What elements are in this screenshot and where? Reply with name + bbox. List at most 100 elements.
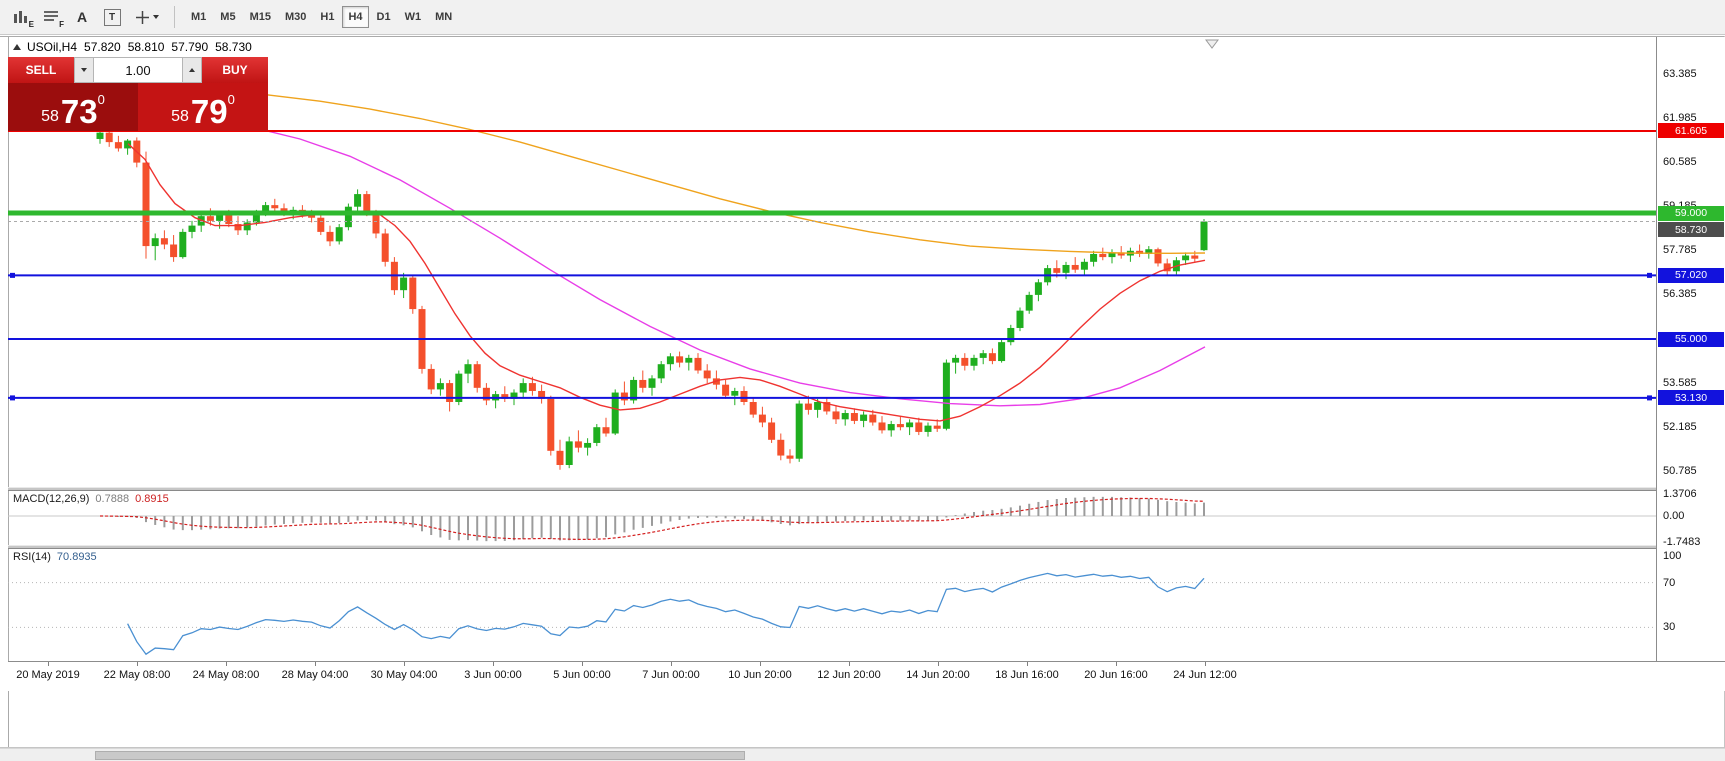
frame-bottom-border xyxy=(0,747,1725,748)
volume-decrease-button[interactable] xyxy=(74,57,94,83)
icon-letter-e: E xyxy=(28,20,34,29)
time-axis-label: 7 Jun 00:00 xyxy=(642,669,700,681)
text-tool-icon[interactable]: T xyxy=(100,5,124,29)
price-tag-53.130: 53.130 xyxy=(1658,390,1724,406)
rsi-name: RSI(14) xyxy=(13,551,51,563)
volume-increase-button[interactable] xyxy=(182,57,202,83)
rsi-panel[interactable] xyxy=(8,549,1724,661)
buy-price-small: 58 xyxy=(171,108,189,125)
macd-panel[interactable] xyxy=(8,491,1724,545)
chart-title: USOil,H4 57.820 58.810 57.790 58.730 xyxy=(13,40,252,54)
time-tick xyxy=(137,662,138,666)
price-axis-label: 57.785 xyxy=(1663,244,1697,257)
lines-f-icon[interactable]: F xyxy=(40,5,64,29)
time-tick xyxy=(760,662,761,666)
price-tag-55.000: 55.000 xyxy=(1658,331,1724,347)
buy-price-sup: 0 xyxy=(227,92,235,107)
ohlc-low: 57.790 xyxy=(171,40,209,54)
sell-price-big: 73 xyxy=(60,93,98,130)
timeframe-m5-button[interactable]: M5 xyxy=(220,11,236,23)
buy-price-display[interactable]: 58 79 0 xyxy=(138,83,268,131)
panel-separator-macd[interactable] xyxy=(8,487,1725,491)
chevron-down-icon xyxy=(153,15,159,19)
scrollbar-thumb[interactable] xyxy=(95,751,745,760)
crosshair-tool-icon[interactable] xyxy=(130,5,164,29)
timeframe-w1-button[interactable]: W1 xyxy=(404,11,422,23)
time-axis-label: 14 Jun 20:00 xyxy=(906,669,970,681)
timeframe-h1-button[interactable]: H1 xyxy=(320,11,335,23)
time-scale[interactable]: 20 May 2019 22 May 08:00 24 May 08:00 28 Ma… xyxy=(8,661,1725,691)
price-axis-label: 63.385 xyxy=(1663,67,1697,80)
sell-price-sup: 0 xyxy=(97,92,105,107)
time-tick xyxy=(849,662,850,666)
rsi-axis-label: 30 xyxy=(1663,621,1676,633)
time-axis-label: 20 May 2019 xyxy=(16,669,80,681)
time-tick xyxy=(1205,662,1206,666)
ohlc-high: 58.810 xyxy=(127,40,165,54)
time-tick xyxy=(226,662,227,666)
time-axis-label: 18 Jun 16:00 xyxy=(995,669,1059,681)
macd-signal-value: 0.8915 xyxy=(135,493,169,505)
macd-axis-label: -1.7483 xyxy=(1663,536,1701,548)
buy-price-big: 79 xyxy=(190,93,228,130)
time-axis-label: 24 May 08:00 xyxy=(192,669,260,681)
rsi-label: RSI(14) 70.8935 xyxy=(13,551,97,563)
sell-button[interactable]: SELL xyxy=(8,57,74,83)
symbol-period-label: USOil,H4 xyxy=(27,40,78,54)
rsi-axis-label: 70 xyxy=(1663,577,1676,589)
sell-price-small: 58 xyxy=(41,108,59,125)
macd-axis-label: 1.3706 xyxy=(1663,488,1697,500)
horizontal-scrollbar[interactable] xyxy=(0,748,1725,761)
toolbar: E F A T M1 M5 M15 M30 H1 H4 D1 W1 MN xyxy=(0,0,1725,35)
main-chart[interactable] xyxy=(8,37,1724,487)
time-axis-label: 12 Jun 20:00 xyxy=(817,669,881,681)
frame-left-border xyxy=(8,36,9,747)
time-tick xyxy=(404,662,405,666)
frame-top-border xyxy=(0,36,1725,37)
ohlc-close: 58.730 xyxy=(215,40,252,54)
timeframe-h4-button[interactable]: H4 xyxy=(342,6,369,28)
time-tick xyxy=(1116,662,1117,666)
timeframe-mn-button[interactable]: MN xyxy=(435,11,453,23)
macd-axis-label: 0.00 xyxy=(1663,510,1685,522)
price-axis-label: 50.785 xyxy=(1663,464,1697,477)
price-axis-label: 52.185 xyxy=(1663,420,1697,433)
time-tick xyxy=(671,662,672,666)
window-icon xyxy=(13,44,21,50)
time-tick xyxy=(493,662,494,666)
timeframe-d1-button[interactable]: D1 xyxy=(376,11,391,23)
price-axis-label: 61.985 xyxy=(1663,111,1697,124)
timeframe-m15-button[interactable]: M15 xyxy=(249,11,271,23)
chart-e-icon[interactable]: E xyxy=(10,5,34,29)
price-axis-label: 53.585 xyxy=(1663,376,1697,389)
sell-price-display[interactable]: 58 73 0 xyxy=(8,83,138,131)
price-scale[interactable]: 63.38561.98560.58559.18557.78556.38553.5… xyxy=(1656,37,1725,661)
ohlc-open: 57.820 xyxy=(84,40,121,54)
panel-separator-rsi[interactable] xyxy=(8,545,1725,549)
toolbar-separator xyxy=(174,6,175,28)
trade-row-buttons: SELL 1.00 BUY xyxy=(8,57,268,83)
text-label-tool-icon[interactable]: A xyxy=(76,9,88,25)
price-tag-61.605: 61.605 xyxy=(1658,123,1724,139)
triangle-up-icon xyxy=(189,68,195,72)
time-axis-label: 3 Jun 00:00 xyxy=(464,669,522,681)
time-axis-label: 30 May 04:00 xyxy=(370,669,438,681)
time-axis-label: 24 Jun 12:00 xyxy=(1173,669,1237,681)
timeframe-m1-button[interactable]: M1 xyxy=(191,11,207,23)
t-box-glyph: T xyxy=(103,8,121,26)
crosshair-glyph xyxy=(136,10,149,24)
time-axis-label: 20 Jun 16:00 xyxy=(1084,669,1148,681)
trade-row-prices: 58 73 0 58 79 0 xyxy=(8,83,268,131)
time-tick xyxy=(315,662,316,666)
buy-button[interactable]: BUY xyxy=(202,57,268,83)
lines-glyph xyxy=(44,11,58,21)
macd-main-value: 0.7888 xyxy=(95,493,130,505)
price-tag-57.020: 57.020 xyxy=(1658,267,1724,283)
one-click-trading-panel: SELL 1.00 BUY 58 73 0 58 79 0 xyxy=(8,57,268,131)
timeframe-m30-button[interactable]: M30 xyxy=(284,11,307,23)
price-axis-label: 60.585 xyxy=(1663,156,1697,169)
timeframe-group: M1 M5 M15 M30 H1 H4 D1 W1 MN xyxy=(184,6,459,28)
volume-input[interactable]: 1.00 xyxy=(94,57,182,83)
bars-glyph xyxy=(14,11,27,23)
